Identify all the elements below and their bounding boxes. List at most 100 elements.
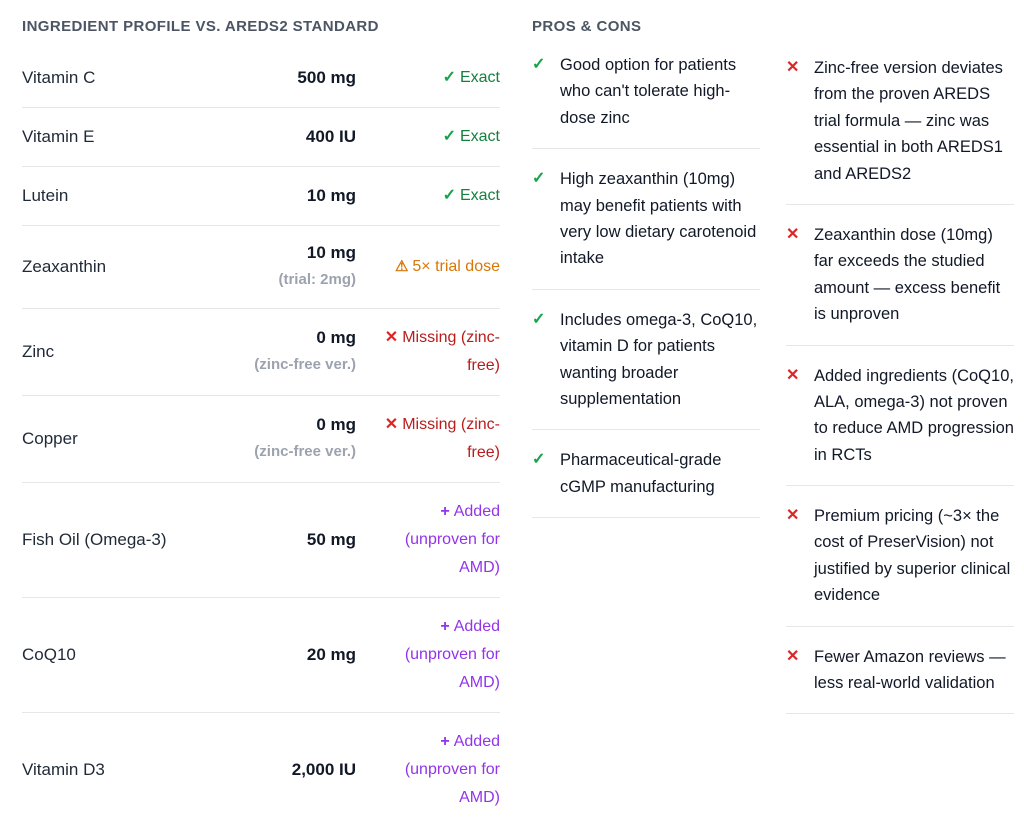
ingredient-status: ✓ Exact [368,182,500,210]
check-icon: ✓ [532,56,546,73]
pro-item: ✓ Good option for patients who can't tol… [532,49,760,150]
pro-item: ✓ Pharmaceutical-grade cGMP manufacturin… [532,430,760,519]
con-item: ✕ Fewer Amazon reviews — less real-world… [786,627,1014,715]
ingredient-status: ✕ Missing (zinc-free) [368,411,500,467]
x-icon: ✕ [786,507,800,525]
status-text: Exact [459,69,500,86]
ingredient-status: + Added (unproven for AMD) [368,498,500,582]
x-icon: ✕ [786,225,800,243]
ingredient-table: Vitamin C 500 mg ✓ Exact Vitamin E 400 IU… [22,49,500,818]
ingredient-name: Zeaxanthin [22,257,107,277]
pro-item: ✓ Includes omega-3, CoQ10, vitamin D for… [532,290,760,431]
amount-value: 0 mg [316,415,356,435]
amount-value: 400 IU [305,126,356,146]
ingredient-amount: 10 mg [244,184,356,209]
amount-note: (trial: 2mg) [278,270,356,288]
ingredient-status: ✓ Exact [368,64,500,92]
table-row: Zinc 0 mg (zinc-free ver.) ✕ Missing (zin… [22,309,500,397]
plus-icon: + [440,503,450,521]
x-icon: ✕ [786,59,800,76]
pro-text: Includes omega-3, CoQ10, vitamin D for p… [560,310,758,408]
pro-text: Good option for patients who can't toler… [560,56,737,127]
amount-value: 10 mg [306,243,356,262]
pro-text: High zeaxanthin (10mg) may benefit patie… [560,170,757,268]
amount-value: 500 mg [297,67,356,87]
con-text: Zeaxanthin dose (10mg) far exceeds the s… [814,225,1001,324]
ingredient-status: ✓ Exact [368,123,500,151]
x-icon: ✕ [786,647,800,665]
table-row: Lutein 10 mg ✓ Exact [22,167,500,226]
table-row: Fish Oil (Omega-3) 50 mg + Added (unprove… [22,483,500,599]
pro-text: Pharmaceutical-grade cGMP manufacturing [560,451,722,496]
amount-value: 0 mg [316,328,356,348]
pros-section: PROS & CONS ✓ Good option for patients w… [532,10,760,818]
con-text: Zinc-free version deviates from the prov… [814,59,1003,183]
table-row: Vitamin E 400 IU ✓ Exact [22,108,500,167]
x-icon: ✕ [384,416,399,434]
amount-value: 20 mg [306,645,356,665]
ingredient-status: ⚠ 5× trial dose [368,253,500,281]
plus-icon: + [440,733,450,751]
x-icon: ✕ [384,329,399,347]
table-row: Vitamin C 500 mg ✓ Exact [22,49,500,108]
pro-item: ✓ High zeaxanthin (10mg) may benefit pat… [532,149,760,290]
ingredient-amount: 0 mg (zinc-free ver.) [244,326,356,378]
ingredient-name: Vitamin C [22,68,96,87]
ingredient-amount: 2,000 IU [244,758,356,783]
ingredient-amount: 20 mg [244,643,356,668]
table-row: Copper 0 mg (zinc-free ver.) ✕ Missing (z… [22,396,500,484]
ingredient-status: ✕ Missing (zinc-free) [368,324,500,380]
status-text: Added (unproven for AMD) [404,503,500,577]
ingredient-amount: 0 mg (zinc-free ver.) [244,413,356,465]
status-text: Exact [459,187,500,204]
check-icon: ✓ [532,310,546,328]
ingredient-amount: 400 IU [244,125,356,150]
status-text: Missing (zinc-free) [402,329,500,375]
warning-icon: ⚠ [394,258,409,276]
ingredient-profile-section: INGREDIENT PROFILE VS. AREDS2 STANDARD V… [22,10,500,818]
ingredient-amount: 10 mg (trial: 2mg) [244,241,356,293]
ingredient-name: CoQ10 [22,645,76,665]
ingredient-profile-title: INGREDIENT PROFILE VS. AREDS2 STANDARD [22,18,379,35]
ingredient-status: + Added (unproven for AMD) [368,728,500,812]
ingredient-name: Copper [22,429,78,449]
check-icon: ✓ [532,170,546,188]
check-icon: ✓ [442,128,456,145]
con-item: ✕ Premium pricing (~3× the cost of Prese… [786,486,1014,627]
ingredient-name: Lutein [22,186,69,205]
cons-section: ✕ Zinc-free version deviates from the pr… [786,10,1014,818]
check-icon: ✓ [442,187,456,204]
con-text: Added ingredients (CoQ10, ALA, omega-3) … [814,366,1014,464]
table-row: CoQ10 20 mg + Added (unproven for AMD) [22,598,500,714]
status-text: Added (unproven for AMD) [404,733,500,807]
status-text: Added (unproven for AMD) [404,618,500,692]
amount-value: 50 mg [306,530,356,550]
amount-value: 10 mg [306,185,356,205]
plus-icon: + [440,618,450,636]
ingredient-amount: 500 mg [244,66,356,91]
status-text: Exact [459,128,500,145]
ingredient-name: Zinc [22,342,55,362]
amount-value: 2,000 IU [291,760,356,780]
check-icon: ✓ [442,69,456,86]
ingredient-name: Vitamin E [22,127,95,146]
pros-list: ✓ Good option for patients who can't tol… [532,49,760,519]
pros-cons-title: PROS & CONS [532,18,642,35]
con-item: ✕ Zeaxanthin dose (10mg) far exceeds the… [786,205,1014,346]
con-item: ✕ Added ingredients (CoQ10, ALA, omega-3… [786,346,1014,487]
x-icon: ✕ [786,366,800,384]
status-text: Missing (zinc-free) [402,416,500,462]
con-text: Premium pricing (~3× the cost of PreserV… [814,507,1011,605]
ingredient-amount: 50 mg [244,528,356,553]
table-row: Vitamin D3 2,000 IU + Added (unproven for… [22,713,500,818]
table-row: Zeaxanthin 10 mg (trial: 2mg) ⚠ 5× trial … [22,226,500,310]
amount-note: (zinc-free ver.) [254,442,356,460]
ingredient-name: Vitamin D3 [22,760,105,780]
con-item: ✕ Zinc-free version deviates from the pr… [786,54,1014,205]
cons-list: ✕ Zinc-free version deviates from the pr… [786,54,1014,715]
check-icon: ✓ [532,451,546,469]
con-text: Fewer Amazon reviews — less real-world v… [814,647,1006,693]
ingredient-status: + Added (unproven for AMD) [368,613,500,697]
amount-note: (zinc-free ver.) [254,355,356,373]
